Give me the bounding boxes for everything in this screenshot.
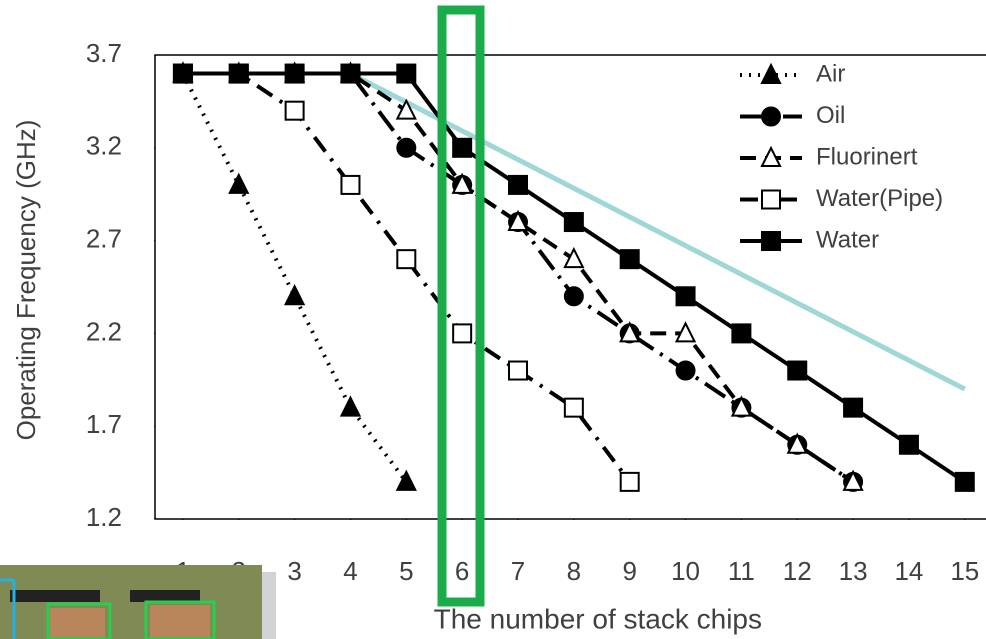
marker (396, 249, 417, 270)
marker (954, 471, 975, 492)
marker (674, 321, 697, 343)
series-line (182, 71, 632, 484)
marker (563, 286, 584, 307)
marker (507, 209, 529, 232)
legend-label: Oil (816, 102, 845, 129)
chip-frame (144, 600, 216, 639)
y-axis-title: Operating Frequency (GHz) (11, 120, 41, 441)
marker (228, 63, 249, 84)
y-tick-label: 2.7 (86, 223, 122, 253)
marker (339, 395, 362, 417)
legend-marker (761, 106, 781, 127)
marker (563, 397, 584, 418)
x-tick-label: 9 (622, 556, 636, 586)
marker (675, 360, 696, 381)
board-edge (262, 572, 276, 639)
marker (451, 172, 473, 194)
marker (508, 360, 529, 381)
trend-line (349, 71, 966, 392)
marker (452, 323, 473, 344)
x-tick-label: 14 (894, 556, 923, 586)
marker (284, 100, 305, 121)
x-tick-label: 12 (783, 556, 812, 586)
x-tick-label: 3 (287, 556, 301, 586)
marker (283, 284, 306, 306)
legend-marker (760, 62, 782, 84)
y-tick-label: 3.2 (86, 131, 122, 161)
y-tick-label: 1.7 (86, 409, 122, 439)
marker (898, 434, 919, 455)
x-tick-label: 13 (839, 556, 868, 586)
legend-label: Water (816, 226, 879, 253)
x-tick-label: 11 (728, 556, 755, 586)
board-strip (10, 590, 100, 602)
plot-area (154, 54, 986, 520)
marker (619, 471, 640, 492)
x-tick-label: 6 (455, 556, 469, 586)
marker (228, 172, 250, 194)
y-tick-label: 3.7 (86, 38, 122, 68)
x-tick-label: 10 (671, 556, 700, 586)
legend-marker (760, 145, 782, 167)
marker (452, 137, 473, 158)
marker (563, 212, 584, 233)
legend-label: Fluorinert (816, 143, 918, 170)
x-tick-label: 7 (511, 556, 525, 586)
x-axis-title: The number of stack chips (434, 603, 762, 634)
legend-marker (761, 231, 781, 251)
overlay (0, 5, 485, 639)
y-tick-label: 1.2 (86, 502, 122, 532)
marker (730, 395, 753, 417)
legend: Air Oil Fluorinert Water(Pipe) Water (740, 60, 943, 253)
chip-frame (46, 602, 112, 639)
marker (395, 469, 417, 491)
x-tick-label: 5 (399, 556, 413, 586)
marker (395, 98, 417, 120)
marker (786, 432, 808, 454)
marker (842, 469, 864, 491)
marker (396, 63, 417, 84)
marker (843, 397, 864, 418)
series-layer (172, 61, 975, 492)
marker (731, 323, 752, 344)
marker (396, 137, 417, 158)
photo-mask (276, 600, 380, 639)
marker (619, 321, 641, 343)
marker (284, 63, 305, 84)
highlight-box (437, 5, 485, 607)
marker (675, 286, 696, 307)
marker (340, 63, 361, 84)
chip (150, 605, 210, 639)
marker (787, 360, 808, 381)
marker (172, 63, 193, 84)
legend-label: Water(Pipe) (816, 185, 943, 212)
x-tick-label: 15 (950, 556, 979, 586)
marker (563, 246, 585, 269)
marker (340, 174, 361, 195)
board-photo (0, 565, 380, 639)
x-tick-label: 4 (343, 556, 357, 586)
series-line (182, 71, 966, 484)
chip (50, 608, 105, 639)
marker (508, 174, 529, 195)
y-tick-label: 2.2 (86, 316, 122, 346)
legend-label: Air (816, 60, 845, 87)
x-tick-label: 8 (567, 556, 581, 586)
board-strip (130, 590, 200, 602)
series-line (181, 72, 408, 484)
marker (619, 249, 640, 270)
legend-marker (761, 189, 781, 210)
